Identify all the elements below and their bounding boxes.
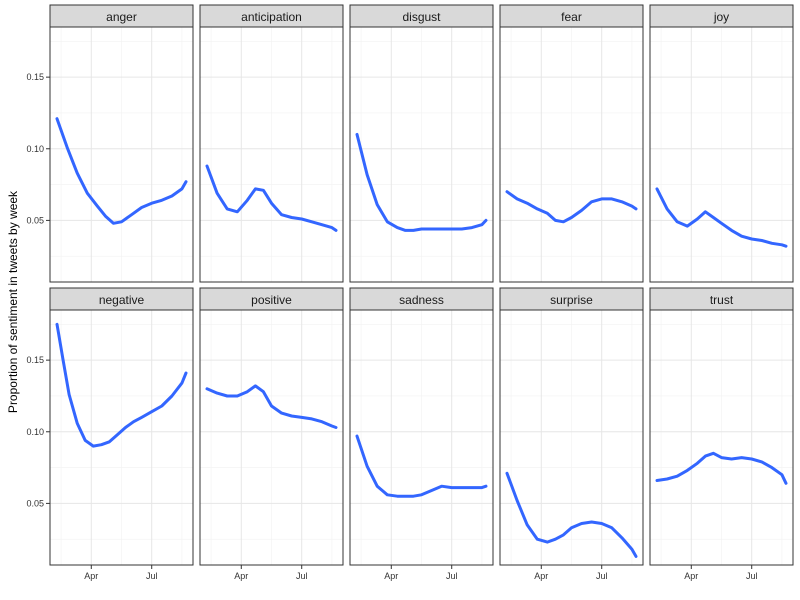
y-tick-label: 0.05 (26, 215, 44, 225)
series-line-anger (55, 117, 188, 225)
x-tick-label: Jul (746, 571, 758, 581)
series-line-sadness (355, 434, 488, 498)
facet-strip (349, 287, 494, 311)
facet-strip (349, 4, 494, 28)
series-line-surprise (505, 471, 638, 558)
series-line-disgust (355, 132, 488, 232)
facet-label: positive (251, 293, 292, 307)
series-line-joy (655, 187, 788, 248)
facet-label: fear (561, 10, 582, 24)
x-tick-label: Apr (84, 571, 98, 581)
series-line-anticipation (205, 164, 338, 232)
x-tick-label: Jul (146, 571, 158, 581)
series-line-positive (205, 384, 338, 429)
facet-strip (49, 4, 194, 28)
facet-label: joy (713, 10, 729, 24)
series-line-negative (55, 322, 188, 448)
facet-strip (649, 4, 794, 28)
facet-strip (199, 287, 344, 311)
y-tick-label: 0.15 (26, 355, 44, 365)
series-line-trust (655, 451, 788, 485)
facet-strip (499, 287, 644, 311)
facet-strip (199, 4, 344, 28)
y-tick-label: 0.15 (26, 72, 44, 82)
x-tick-label: Jul (596, 571, 608, 581)
y-axis-title: Proportion of sentiment in tweets by wee… (6, 190, 20, 413)
facet-label: negative (99, 293, 145, 307)
y-tick-label: 0.10 (26, 144, 44, 154)
facet-strip (499, 4, 644, 28)
y-tick-label: 0.05 (26, 498, 44, 508)
x-tick-label: Apr (684, 571, 698, 581)
facet-label: sadness (399, 293, 444, 307)
x-tick-label: Jul (446, 571, 458, 581)
facet-label: anticipation (241, 10, 302, 24)
x-tick-label: Apr (534, 571, 548, 581)
y-tick-label: 0.10 (26, 427, 44, 437)
facet-label: surprise (550, 293, 593, 307)
facet-strip (649, 287, 794, 311)
facet-label: disgust (402, 10, 441, 24)
x-tick-label: Apr (384, 571, 398, 581)
x-tick-label: Apr (234, 571, 248, 581)
facet-strip (49, 287, 194, 311)
series-line-fear (505, 190, 638, 224)
x-tick-label: Jul (296, 571, 308, 581)
facet-label: trust (710, 293, 734, 307)
facet-label: anger (106, 10, 137, 24)
